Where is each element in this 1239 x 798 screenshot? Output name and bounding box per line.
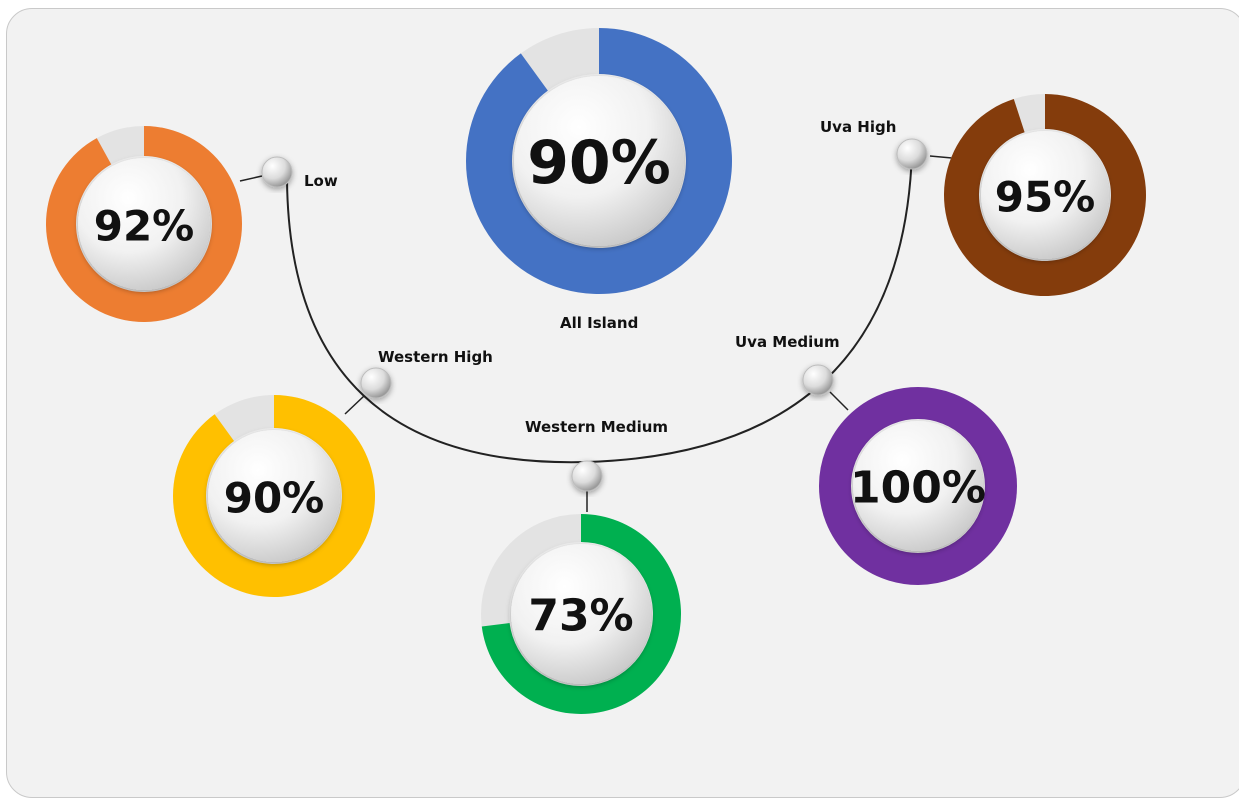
connector-knob-uva-medium [802, 364, 834, 396]
connector-knob-low [261, 156, 293, 188]
value-label-uva-high: 95% [995, 173, 1096, 222]
donut-segment-uva-medium [819, 387, 1017, 585]
donut-segment-all-island [466, 28, 732, 294]
connector-stub-low [239, 175, 263, 182]
value-label-western-medium: 73% [528, 591, 633, 642]
label-western-medium: Western Medium [525, 418, 668, 436]
label-low: Low [304, 172, 338, 190]
donut-low: 92% [45, 126, 242, 322]
donut-center-western-high [208, 430, 340, 562]
donut-segment-low [45, 126, 242, 322]
donut-center-western-medium [511, 544, 651, 684]
connector-knob-uva-high [896, 138, 928, 170]
value-label-low: 92% [94, 202, 195, 251]
donut-uva-medium: 100% [819, 387, 1017, 585]
label-uva-medium: Uva Medium [735, 333, 840, 351]
donut-segment-western-high [172, 395, 375, 598]
donut-center-uva-high [981, 131, 1109, 259]
connector-knob-western-medium [571, 460, 603, 492]
value-label-all-island: 90% [527, 128, 671, 198]
connector-stub-uva-medium [829, 391, 849, 411]
donut-center-all-island [514, 76, 684, 246]
donut-segment-uva-high [944, 94, 1146, 296]
donut-chart-dashboard: 90% 92% 95% 90% 73% 100% All Island Low … [45, 28, 1146, 714]
connector-knob-western-high [360, 367, 392, 399]
connector-stub-western-high [344, 395, 365, 415]
donut-center-low [78, 158, 210, 290]
value-label-western-high: 90% [224, 474, 325, 523]
label-uva-high: Uva High [820, 118, 896, 136]
value-label-uva-medium: 100% [850, 463, 986, 514]
donut-center-uva-medium [853, 421, 983, 551]
donut-all-island: 90% [466, 28, 732, 294]
connector-stub-uva-high [929, 155, 953, 159]
donut-western-high: 90% [172, 395, 375, 598]
donut-uva-high: 95% [944, 94, 1146, 296]
label-western-high: Western High [378, 348, 493, 366]
donut-western-medium: 73% [481, 514, 681, 714]
label-all-island: All Island [560, 314, 638, 332]
